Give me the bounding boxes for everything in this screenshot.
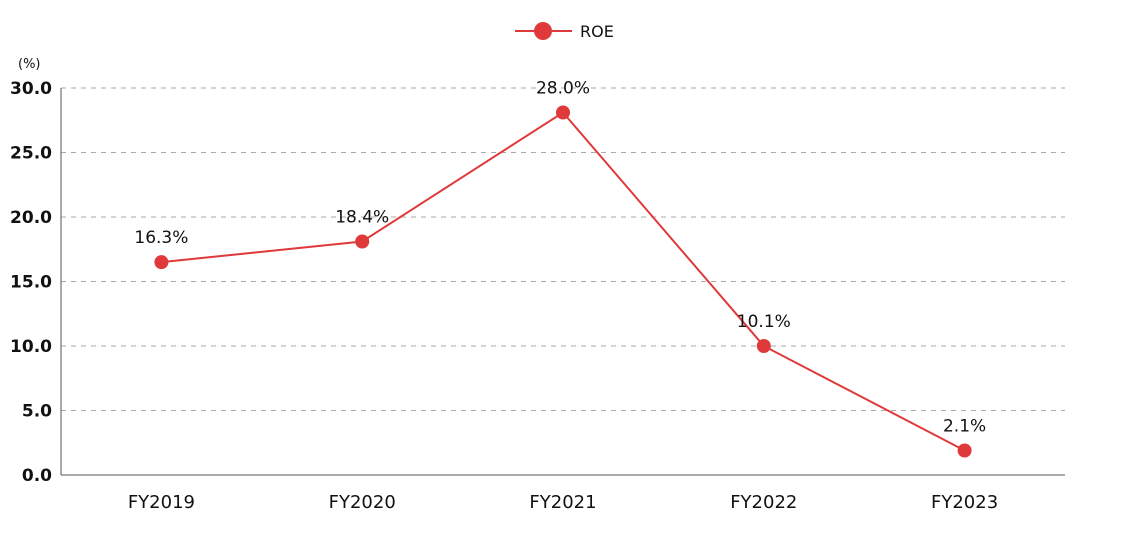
x-tick-labels: FY2019 FY2020 FY2021 FY2022 FY2023 bbox=[128, 492, 998, 513]
data-point-fy2022 bbox=[756, 339, 771, 353]
y-tick-label: 10.0 bbox=[10, 337, 52, 357]
legend-label-roe: ROE bbox=[580, 22, 614, 41]
data-label-fy2019: 16.3% bbox=[134, 228, 188, 248]
x-tick-label: FY2023 bbox=[931, 492, 998, 513]
data-label-fy2021: 28.0% bbox=[536, 79, 590, 99]
y-tick-label: 20.0 bbox=[10, 208, 52, 228]
data-label-fy2023: 2.1% bbox=[943, 416, 986, 436]
x-tick-label: FY2021 bbox=[529, 492, 596, 513]
y-tick-labels: 0.0 5.0 10.0 15.0 20.0 25.0 30.0 bbox=[10, 79, 52, 486]
y-tick-label: 30.0 bbox=[10, 79, 52, 99]
axes bbox=[60, 88, 1065, 476]
series-roe bbox=[154, 105, 972, 458]
x-tick-label: FY2020 bbox=[329, 492, 396, 513]
gridlines bbox=[61, 87, 1065, 411]
y-axis-unit: (%) bbox=[18, 57, 41, 72]
y-tick-label: 0.0 bbox=[22, 466, 52, 486]
data-point-fy2020 bbox=[355, 234, 370, 249]
x-tick-label: FY2019 bbox=[128, 492, 195, 513]
legend-dot-marker bbox=[534, 22, 552, 40]
legend: ROE bbox=[515, 22, 614, 41]
data-point-fy2019 bbox=[154, 255, 169, 270]
y-tick-label: 15.0 bbox=[10, 273, 52, 293]
y-tick-label: 5.0 bbox=[22, 402, 52, 422]
data-point-fy2023 bbox=[957, 443, 972, 458]
data-label-fy2020: 18.4% bbox=[335, 208, 389, 228]
x-tick-label: FY2022 bbox=[730, 492, 797, 513]
y-tick-label: 25.0 bbox=[10, 144, 52, 164]
data-labels: 16.3% 18.4% 28.0% 10.1% 2.1% bbox=[134, 79, 986, 437]
data-point-fy2021 bbox=[556, 105, 570, 120]
data-label-fy2022: 10.1% bbox=[737, 312, 791, 332]
